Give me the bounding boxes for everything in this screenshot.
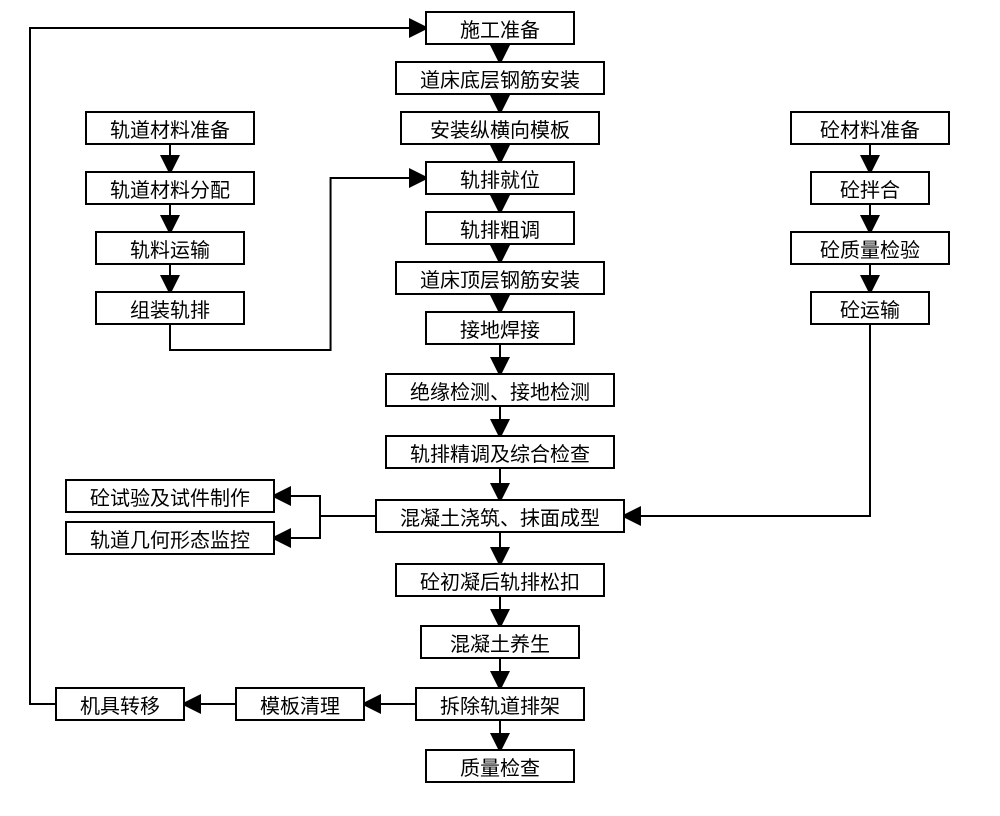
- flowchart-node-label: 轨道材料分配: [110, 174, 230, 203]
- flowchart-node-r3: 砼质量检验: [790, 231, 950, 265]
- flowchart-node-label: 轨排粗调: [460, 214, 540, 243]
- flowchart-node-c11: 砼初凝后轨排松扣: [395, 563, 605, 597]
- flowchart-node-label: 轨排精调及综合检查: [410, 438, 590, 467]
- flowchart-node-c12: 混凝土养生: [420, 625, 580, 659]
- flowchart-node-c10: 混凝土浇筑、抹面成型: [375, 499, 625, 533]
- flowchart-node-label: 砼质量检验: [820, 234, 920, 263]
- flowchart-node-label: 轨排就位: [460, 164, 540, 193]
- flowchart-node-label: 绝缘检测、接地检测: [410, 376, 590, 405]
- flowchart-node-label: 砼材料准备: [820, 114, 920, 143]
- flowchart-node-label: 砼运输: [840, 294, 900, 323]
- flowchart-node-c8: 绝缘检测、接地检测: [385, 373, 615, 407]
- flowchart-node-label: 砼初凝后轨排松扣: [420, 566, 580, 595]
- flowchart-node-l3: 轨料运输: [95, 231, 245, 265]
- flowchart-node-r2: 砼拌合: [810, 171, 930, 205]
- flowchart-node-label: 轨料运输: [130, 234, 210, 263]
- flowchart-node-c5: 轨排粗调: [425, 211, 575, 245]
- flowchart-node-label: 混凝土养生: [450, 628, 550, 657]
- flowchart-node-r1: 砼材料准备: [790, 111, 950, 145]
- flowchart-node-label: 轨道几何形态监控: [90, 524, 250, 553]
- flowchart-node-label: 接地焊接: [460, 314, 540, 343]
- flowchart-node-label: 机具转移: [80, 690, 160, 719]
- flowchart-node-c2: 道床底层钢筋安装: [395, 61, 605, 95]
- flowchart-node-label: 轨道材料准备: [110, 114, 230, 143]
- flowchart-node-label: 拆除轨道排架: [440, 690, 560, 719]
- flowchart-node-label: 组装轨排: [130, 294, 210, 323]
- flowchart-node-c7: 接地焊接: [425, 311, 575, 345]
- flowchart-node-label: 质量检查: [460, 752, 540, 781]
- flowchart-node-c14: 质量检查: [425, 749, 575, 783]
- flowchart-node-r4: 砼运输: [810, 291, 930, 325]
- flowchart-node-c1: 施工准备: [425, 11, 575, 45]
- flowchart-node-label: 安装纵横向模板: [430, 114, 570, 143]
- flowchart-node-l8: 模板清理: [235, 687, 365, 721]
- flowchart-node-l6: 轨道几何形态监控: [65, 521, 275, 555]
- flowchart-node-c4: 轨排就位: [425, 161, 575, 195]
- flowchart-node-label: 施工准备: [460, 14, 540, 43]
- flowchart-node-c3: 安装纵横向模板: [400, 111, 600, 145]
- flowchart-node-c6: 道床顶层钢筋安装: [395, 261, 605, 295]
- flowchart-node-l7: 机具转移: [55, 687, 185, 721]
- flowchart-node-c13: 拆除轨道排架: [415, 687, 585, 721]
- flowchart-node-l1: 轨道材料准备: [85, 111, 255, 145]
- flowchart-node-l2: 轨道材料分配: [85, 171, 255, 205]
- flowchart-node-label: 道床顶层钢筋安装: [420, 264, 580, 293]
- flowchart-node-label: 模板清理: [260, 690, 340, 719]
- flowchart-node-label: 砼试验及试件制作: [90, 482, 250, 511]
- flowchart-node-c9: 轨排精调及综合检查: [385, 435, 615, 469]
- flowchart-node-label: 混凝土浇筑、抹面成型: [400, 502, 600, 531]
- flowchart-node-label: 砼拌合: [840, 174, 900, 203]
- flowchart-node-l5: 砼试验及试件制作: [65, 479, 275, 513]
- flowchart-node-label: 道床底层钢筋安装: [420, 64, 580, 93]
- flowchart-node-l4: 组装轨排: [95, 291, 245, 325]
